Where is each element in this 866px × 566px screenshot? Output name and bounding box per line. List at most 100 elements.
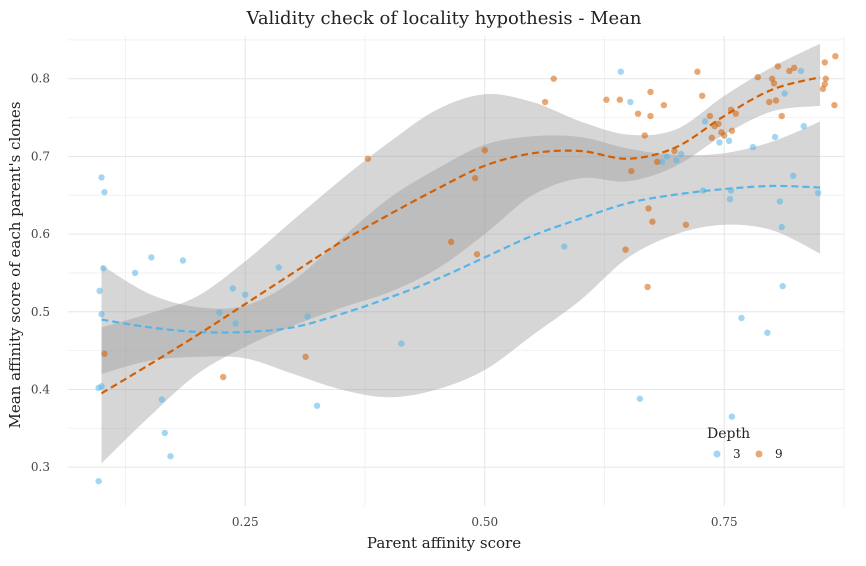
y-tick-label: 0.4 [31, 382, 50, 396]
data-point-depth-3 [663, 153, 670, 160]
data-point-depth-9 [766, 98, 773, 106]
data-point-depth-9 [473, 251, 481, 258]
data-point-depth-9 [732, 110, 739, 117]
data-point-depth-9 [302, 353, 309, 361]
smooth-line-depth-9 [100, 76, 821, 395]
data-point-depth-3 [216, 309, 223, 316]
data-point-depth-9 [832, 52, 839, 60]
data-point-depth-3 [96, 287, 103, 295]
data-point-depth-9 [786, 67, 793, 75]
data-point-depth-3 [726, 195, 734, 203]
data-point-depth-9 [831, 101, 838, 109]
legend-marker-depth-9 [755, 450, 763, 458]
data-point-depth-3 [673, 157, 680, 164]
data-point-depth-3 [716, 139, 723, 146]
data-point-depth-9 [448, 238, 455, 246]
data-point-depth-3 [814, 189, 822, 197]
data-point-depth-9 [821, 59, 829, 66]
x-tick-label: 0.75 [711, 515, 738, 529]
data-point-depth-9 [715, 120, 722, 127]
data-point-depth-9 [706, 112, 714, 120]
data-point-depth-9 [790, 64, 798, 72]
data-point-depth-3 [725, 137, 733, 145]
data-point-depth-9 [778, 112, 785, 120]
data-point-depth-9 [647, 88, 654, 96]
data-point-depth-3 [790, 172, 797, 180]
data-point-depth-3 [636, 395, 644, 402]
legend-marker-depth-3 [713, 450, 721, 458]
data-point-depth-3 [781, 90, 788, 97]
scatter-points [95, 52, 839, 485]
data-point-depth-3 [275, 264, 282, 271]
data-point-depth-3 [98, 310, 105, 318]
data-point-depth-3 [161, 429, 168, 437]
data-point-depth-9 [634, 110, 642, 117]
data-point-depth-3 [98, 174, 105, 181]
data-point-depth-9 [770, 80, 778, 87]
data-point-depth-9 [728, 127, 736, 134]
data-point-depth-3 [778, 223, 785, 231]
data-point-depth-9 [682, 221, 690, 228]
data-point-depth-9 [481, 146, 488, 154]
data-point-depth-3 [229, 285, 236, 292]
y-tick-label: 0.5 [31, 305, 50, 319]
grid [68, 36, 845, 506]
data-point-depth-3 [771, 133, 779, 141]
data-point-depth-3 [398, 340, 405, 347]
data-point-depth-9 [822, 75, 829, 82]
data-point-depth-9 [649, 218, 656, 225]
y-tick-label: 0.7 [31, 149, 50, 163]
x-axis-title: Parent affinity score [367, 534, 521, 552]
data-point-depth-3 [158, 396, 166, 403]
data-point-depth-9 [721, 132, 728, 139]
data-point-depth-9 [694, 68, 701, 75]
data-point-depth-9 [364, 155, 372, 162]
data-point-depth-9 [603, 96, 610, 103]
data-point-depth-3 [100, 265, 107, 272]
data-point-depth-3 [738, 314, 745, 322]
data-point-depth-3 [148, 254, 155, 261]
legend: Depth 3 9 [707, 426, 783, 461]
data-point-depth-3 [800, 122, 807, 130]
data-point-depth-9 [754, 73, 761, 81]
chart-title: Validity check of locality hypothesis - … [245, 8, 641, 29]
data-point-depth-3 [167, 453, 174, 460]
data-point-depth-9 [550, 75, 557, 82]
data-point-depth-9 [622, 246, 629, 253]
data-point-depth-3 [95, 477, 102, 485]
data-point-depth-9 [653, 158, 661, 166]
data-point-depth-3 [728, 413, 736, 420]
data-point-depth-9 [628, 167, 635, 175]
data-point-depth-3 [627, 98, 634, 106]
data-point-depth-9 [660, 101, 668, 109]
data-point-depth-3 [242, 291, 249, 298]
data-point-depth-3 [797, 67, 805, 75]
data-point-depth-9 [101, 350, 108, 357]
y-axis-title: Mean affinity score of each parent's clo… [6, 101, 24, 428]
data-point-depth-9 [471, 174, 479, 182]
tick-labels: 0.25 0.50 0.75 0.3 0.4 0.5 0.6 0.7 0.8 [31, 72, 738, 529]
confidence-band-depth-9 [101, 43, 821, 464]
data-point-depth-3 [179, 257, 187, 264]
data-point-depth-9 [644, 283, 651, 291]
data-point-depth-9 [699, 92, 706, 100]
data-point-depth-9 [645, 205, 652, 212]
data-point-depth-3 [98, 383, 105, 390]
data-point-depth-3 [749, 143, 757, 151]
y-tick-label: 0.8 [31, 72, 50, 86]
legend-title: Depth [707, 426, 750, 442]
data-point-depth-9 [220, 373, 227, 381]
data-point-depth-9 [774, 63, 782, 70]
data-point-depth-9 [821, 80, 829, 88]
data-point-depth-3 [658, 158, 666, 166]
data-point-depth-3 [776, 198, 784, 205]
legend-label-depth-9: 9 [775, 447, 783, 461]
data-point-depth-3 [131, 269, 139, 277]
x-tick-label: 0.25 [232, 515, 259, 529]
data-point-depth-3 [101, 188, 108, 196]
data-point-depth-3 [764, 329, 771, 336]
data-point-depth-3 [617, 68, 624, 75]
data-point-depth-9 [671, 147, 678, 155]
